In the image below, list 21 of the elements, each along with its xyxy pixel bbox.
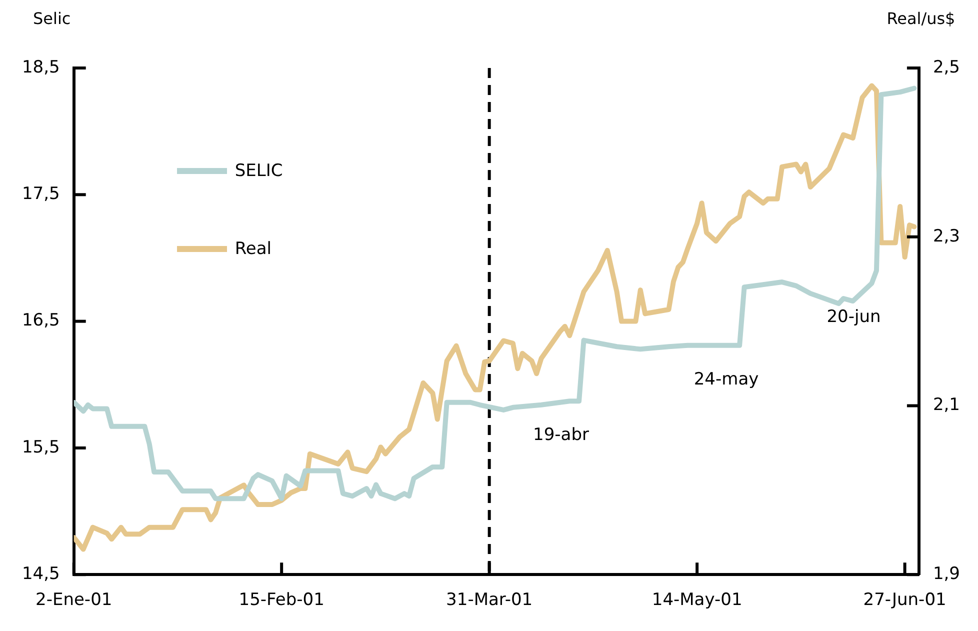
annotation: 20-jun: [826, 307, 881, 328]
x-tick-label: 2-Ene-01: [36, 590, 112, 610]
y-tick-label: 15,5: [22, 437, 60, 458]
y-tick-label: 14,5: [22, 564, 60, 584]
y2-tick-label: 2,5: [932, 57, 960, 78]
y2-axis-title: Real/us$: [886, 9, 956, 28]
y-tick-label: 16,5: [22, 310, 60, 331]
y2-tick-label: 1,9: [932, 564, 960, 584]
y-tick-label: 17,5: [22, 184, 60, 204]
x-tick-label: 31-Mar-01: [446, 590, 533, 610]
x-tick-label: 27-Jun-01: [863, 590, 946, 610]
y2-tick-label: 2,1: [932, 395, 960, 416]
y-axis-title: Selic: [33, 9, 71, 28]
annotation: 19-abr: [533, 425, 590, 446]
x-tick-label: 15-Feb-01: [238, 590, 324, 610]
x-tick-label: 14-May-01: [652, 590, 742, 610]
y-tick-label: 18,5: [22, 57, 60, 78]
legend-label: SELIC: [234, 161, 283, 181]
annotation: 24-may: [694, 369, 759, 390]
y2-tick-label: 2,3: [932, 226, 960, 246]
legend-label: Real: [234, 239, 272, 259]
